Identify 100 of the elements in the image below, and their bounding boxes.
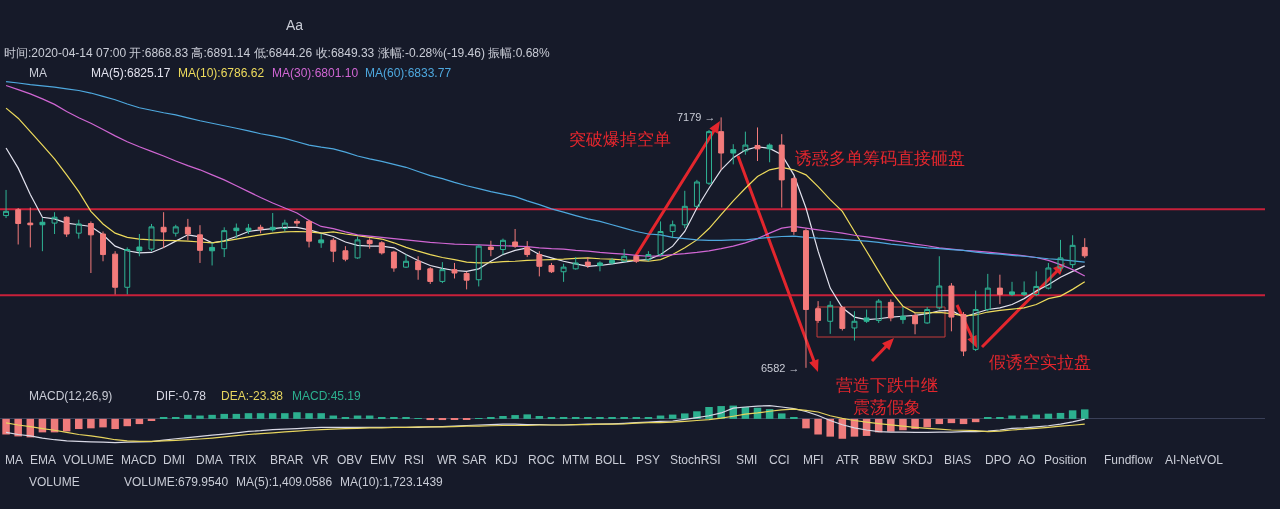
text: MA(30):6801.10 [272,66,359,80]
text: MTM [562,453,590,467]
candlestick [790,176,797,236]
candlestick [596,260,603,272]
bar [196,415,204,419]
text: AI-NetVOL [1165,453,1224,467]
text: MA(10):1,723.1439 [340,475,444,489]
text: DMI [163,453,185,467]
text: PSY [636,453,661,467]
candlestick [197,224,203,264]
bar [935,418,944,425]
bar [99,418,107,428]
candlestick [439,261,446,284]
bar [426,418,435,421]
text: EMV [370,453,397,467]
candlestick [718,116,725,171]
candlestick [851,310,858,342]
text: BBW [869,453,898,467]
bar [826,418,834,437]
candlestick [39,217,46,252]
text: Aa [286,17,304,33]
candlestick [693,179,700,209]
candlestick [827,300,834,335]
bar [511,415,519,419]
bar [802,418,810,429]
candlestick [306,219,313,248]
candlestick [839,305,846,331]
candlestick [15,207,22,245]
candlestick [536,250,543,277]
text: BRAR [270,453,304,467]
annotation: 营造下跌中继震荡假象 [836,376,938,418]
annotation: 诱惑多单筹码直接砸盘 [795,149,965,168]
candlestick [463,271,470,290]
bar [135,418,144,425]
candlestick [742,131,749,156]
candlestick [1045,262,1052,290]
candlestick [136,233,143,257]
text: KDJ [495,453,518,467]
bar [959,418,968,425]
candlestick [912,312,919,335]
candlestick [245,223,252,235]
candlestick [754,126,761,162]
chart-subtitle: 时间:2020-04-14 07:00 开:6868.83 高:6891.14 低:6844.26 收:6849.33 涨幅:-0.28%(-19.46) 振幅:0.68% [4,46,550,60]
text: SAR [462,453,488,467]
candlestick [148,223,155,252]
bar [281,413,289,419]
candlestick [803,228,809,369]
bar [208,414,216,419]
text: CCI [769,453,790,467]
text: DIF:-0.78 [156,389,207,403]
candlestick [984,273,991,312]
text: MA(5):6825.17 [91,66,171,80]
bar [184,414,192,419]
bar [1044,413,1053,419]
candlestick [815,300,822,324]
candlestick [403,254,409,269]
candlestick [936,255,943,311]
candlestick [415,255,422,281]
candlestick [1009,281,1015,297]
candlestick [996,274,1003,305]
candlestick [390,250,397,273]
text: AO [1018,453,1036,467]
text: ATR [836,453,860,467]
candlestick [1033,270,1040,297]
candlestick [572,256,579,271]
candlestick [354,236,361,260]
text: OBV [337,453,363,467]
candlestick [475,243,482,287]
candlestick [924,306,931,325]
candlestick [269,212,276,232]
text: MA(5):1,409.0586 [236,475,333,489]
bar [293,412,301,419]
chart-title: MA [29,66,47,80]
candlestick [669,220,676,239]
candlestick [887,298,894,322]
candlestick [100,230,106,262]
text: Position [1044,453,1087,467]
candlestick [778,133,785,209]
text: VOLUME [63,453,114,467]
bar [317,413,325,419]
bar [256,413,265,419]
candlestick [451,262,458,279]
bar [535,416,544,419]
text: RSI [404,453,425,467]
series-label: MACD:45.19 [292,389,362,403]
text: ROC [528,453,555,467]
bar [75,418,83,430]
bar [220,413,228,419]
candlestick [548,262,555,274]
text: MA(10):6786.62 [178,66,265,80]
candlestick [766,142,773,163]
bar [523,414,531,419]
candlestick [75,219,82,240]
candlestick [500,238,506,256]
text: MA [5,453,23,467]
bar [111,418,119,430]
candlestick [342,245,349,262]
candlestick [87,220,94,274]
candlestick [875,298,882,324]
annotation: 6582 → [761,362,800,374]
